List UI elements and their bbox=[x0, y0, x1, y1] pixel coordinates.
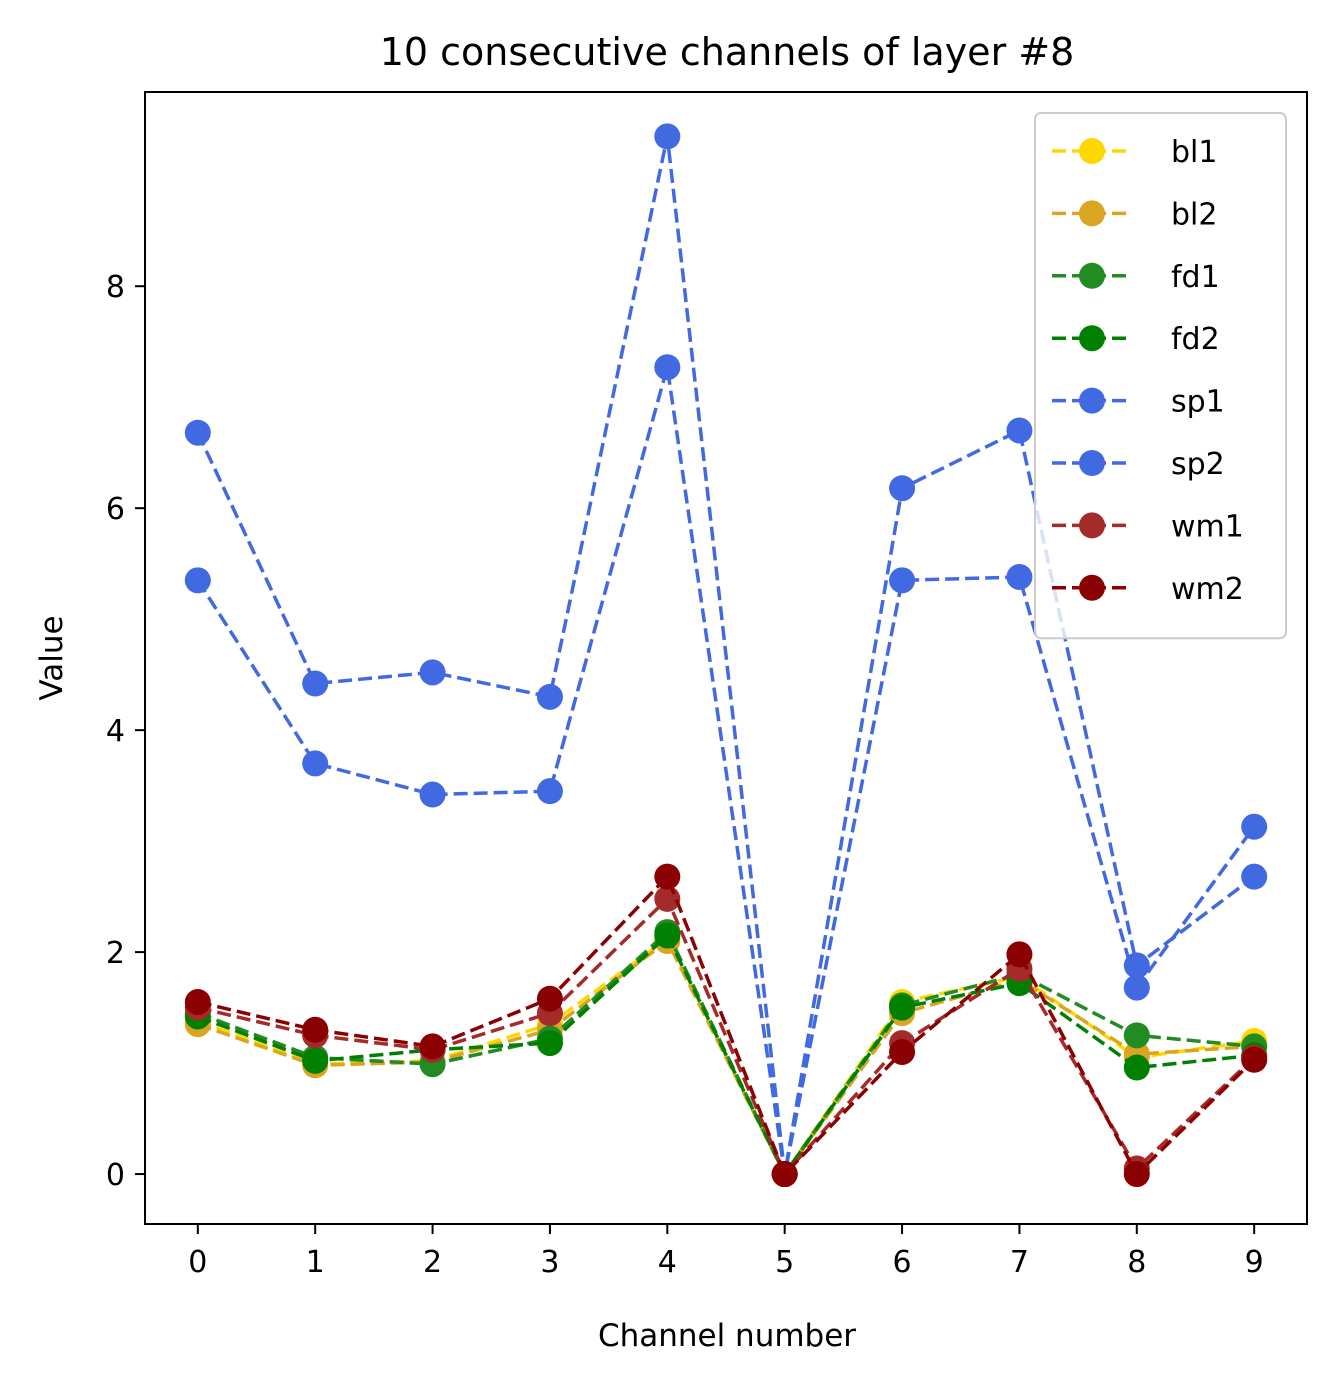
y-tick-label: 2 bbox=[106, 936, 125, 971]
legend-entry-wm2: wm2 bbox=[1052, 572, 1244, 607]
legend-entry-wm1: wm1 bbox=[1052, 509, 1244, 544]
y-tick-label: 0 bbox=[106, 1158, 125, 1193]
legend-entry-sp1: sp1 bbox=[1052, 385, 1225, 420]
x-tick-label: 8 bbox=[1127, 1245, 1146, 1280]
legend: bl1 bl2 fd1 fd2 sp1 sp2 wm1 wm2 bbox=[1034, 112, 1287, 640]
data-point-fd2-4 bbox=[654, 922, 681, 949]
legend-label: sp1 bbox=[1171, 385, 1225, 420]
data-point-fd2-6 bbox=[889, 994, 916, 1021]
x-tick-label: 3 bbox=[540, 1245, 559, 1280]
x-tick-label: 4 bbox=[658, 1245, 677, 1280]
data-point-sp1-3 bbox=[536, 683, 563, 710]
data-point-sp2-7 bbox=[1006, 563, 1033, 590]
data-point-sp1-9 bbox=[1241, 863, 1268, 890]
legend-marker-swatch bbox=[1079, 512, 1105, 539]
x-tick-label: 5 bbox=[775, 1245, 794, 1280]
legend-label: wm1 bbox=[1171, 509, 1244, 544]
legend-marker-swatch bbox=[1079, 262, 1105, 289]
y-tick-label: 6 bbox=[106, 492, 125, 527]
data-point-sp2-3 bbox=[536, 778, 563, 805]
legend-marker-swatch bbox=[1079, 450, 1105, 476]
data-point-wm2-5 bbox=[771, 1161, 798, 1188]
legend-label: sp2 bbox=[1171, 447, 1225, 482]
data-point-wm2-7 bbox=[1006, 941, 1033, 968]
legend-marker-swatch bbox=[1079, 325, 1105, 352]
series-line-sp2 bbox=[196, 365, 1256, 1176]
data-point-sp1-0 bbox=[184, 419, 211, 446]
data-point-sp2-2 bbox=[419, 781, 446, 808]
data-point-wm2-9 bbox=[1241, 1046, 1268, 1073]
data-point-wm2-4 bbox=[654, 863, 681, 890]
x-tick-label: 2 bbox=[423, 1245, 442, 1280]
legend-entry-bl1: bl1 bbox=[1052, 135, 1217, 170]
series-fd2 bbox=[184, 922, 1268, 1188]
legend-entry-fd2: fd2 bbox=[1052, 322, 1220, 357]
data-point-wm2-1 bbox=[302, 1016, 329, 1043]
data-point-sp2-0 bbox=[184, 567, 211, 594]
series-line-bl2 bbox=[197, 939, 1255, 1176]
data-point-sp2-8 bbox=[1123, 974, 1150, 1001]
legend-marker-swatch bbox=[1079, 200, 1105, 227]
legend-label: wm2 bbox=[1171, 572, 1244, 607]
data-point-sp1-7 bbox=[1006, 417, 1033, 444]
data-point-fd2-1 bbox=[302, 1047, 329, 1074]
legend-label: fd2 bbox=[1171, 322, 1220, 357]
x-tick-label: 9 bbox=[1245, 1245, 1264, 1280]
legend-entry-fd1: fd1 bbox=[1052, 260, 1220, 295]
data-point-sp2-1 bbox=[302, 750, 329, 777]
data-point-sp1-4 bbox=[654, 123, 681, 150]
series-line-fd2 bbox=[197, 933, 1255, 1176]
x-tick-label: 6 bbox=[893, 1245, 912, 1280]
data-point-wm2-0 bbox=[184, 989, 211, 1016]
legend-box bbox=[1034, 112, 1287, 640]
legend-marker-swatch bbox=[1079, 387, 1105, 414]
chart-title: 10 consecutive channels of layer #8 bbox=[380, 30, 1075, 74]
x-tick-label: 0 bbox=[188, 1245, 207, 1280]
x-axis-label: Channel number bbox=[598, 1318, 856, 1354]
legend-label: fd1 bbox=[1171, 260, 1220, 295]
plot-frame bbox=[144, 91, 1308, 1225]
data-point-sp2-4 bbox=[654, 354, 681, 381]
series-line-wm2 bbox=[197, 874, 1256, 1176]
y-tick-label: 4 bbox=[106, 714, 125, 749]
data-point-sp2-6 bbox=[889, 567, 916, 594]
series-sp1 bbox=[184, 123, 1268, 1188]
series-line-fd1 bbox=[197, 930, 1255, 1176]
data-point-wm2-6 bbox=[889, 1038, 916, 1065]
data-point-wm2-8 bbox=[1123, 1161, 1150, 1188]
x-tick-label: 7 bbox=[1010, 1245, 1029, 1280]
data-point-sp1-2 bbox=[419, 659, 446, 686]
data-point-fd2-8 bbox=[1123, 1054, 1150, 1081]
x-axis: 0 1 2 3 4 5 6 7 8 9 bbox=[188, 1224, 1264, 1280]
legend-label: bl1 bbox=[1171, 135, 1217, 170]
data-point-wm1-4 bbox=[654, 885, 681, 912]
data-point-fd1-8 bbox=[1123, 1022, 1150, 1049]
plot-series bbox=[184, 123, 1268, 1188]
data-point-wm2-3 bbox=[536, 985, 563, 1012]
data-point-sp1-1 bbox=[302, 670, 329, 697]
y-axis-label: Value bbox=[34, 615, 70, 700]
data-point-sp1-6 bbox=[889, 475, 916, 502]
legend-label: bl2 bbox=[1171, 197, 1217, 232]
data-point-sp2-9 bbox=[1241, 813, 1268, 840]
series-wm2 bbox=[184, 863, 1268, 1188]
legend-marker-swatch bbox=[1079, 138, 1105, 164]
legend-marker-swatch bbox=[1079, 574, 1105, 601]
y-axis: 0 2 4 6 8 bbox=[106, 270, 145, 1193]
data-point-wm2-2 bbox=[419, 1033, 446, 1060]
series-bl2 bbox=[184, 928, 1268, 1188]
legend-entry-bl2: bl2 bbox=[1052, 197, 1217, 232]
legend-entry-sp2: sp2 bbox=[1052, 447, 1225, 482]
series-line-sp1 bbox=[196, 134, 1256, 1176]
x-tick-label: 1 bbox=[306, 1245, 325, 1280]
data-point-fd2-3 bbox=[536, 1030, 563, 1057]
y-tick-label: 8 bbox=[106, 270, 125, 305]
